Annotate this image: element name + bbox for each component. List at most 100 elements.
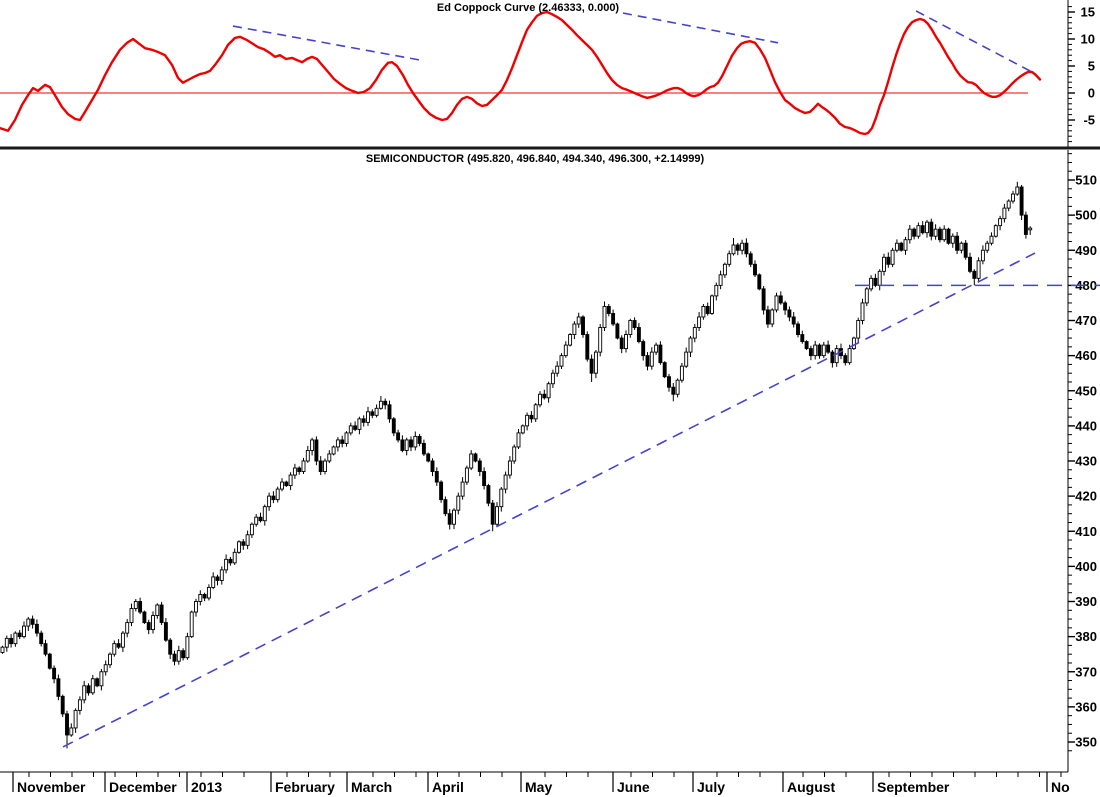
month-label: August — [787, 779, 836, 795]
candle-body — [262, 506, 267, 522]
candle-body — [718, 274, 723, 286]
month-label: July — [697, 779, 725, 795]
candle-body — [877, 270, 882, 286]
month-label: No — [1051, 779, 1070, 795]
price-y-tick-label: 360 — [1075, 699, 1097, 714]
candle-body — [280, 481, 284, 490]
candle-body — [469, 453, 474, 469]
candle-body — [499, 488, 504, 508]
price-y-tick-label: 510 — [1075, 173, 1097, 188]
candle-body — [671, 386, 676, 395]
candle-body — [26, 618, 31, 627]
candle-body — [181, 650, 186, 659]
candle-body — [757, 274, 762, 290]
candle-body — [168, 639, 173, 655]
candle-body — [215, 576, 220, 581]
candle-body — [39, 632, 44, 645]
candle-body — [821, 344, 826, 357]
candle-body — [237, 541, 241, 553]
candle-body — [778, 295, 783, 304]
candle-body — [856, 320, 861, 339]
candle-body — [851, 337, 856, 350]
candle-body — [391, 418, 396, 434]
candle-body — [894, 242, 899, 251]
indicator-trendline[interactable] — [622, 12, 779, 44]
price-y-tick-label: 460 — [1075, 348, 1097, 363]
candle-body — [464, 467, 469, 483]
candle-body — [869, 277, 874, 290]
candle-body — [254, 516, 259, 525]
candle-body — [950, 235, 955, 244]
candle-body — [245, 534, 250, 546]
price-uptrend-line[interactable] — [62, 252, 1036, 748]
candle-body — [430, 460, 435, 472]
candle-body — [241, 541, 246, 546]
price-y-tick-label: 430 — [1075, 454, 1097, 469]
candle-body — [314, 439, 319, 462]
candle-body — [194, 601, 198, 613]
candle-body — [327, 453, 332, 462]
candle-body — [998, 218, 1003, 227]
candle-body — [800, 334, 805, 343]
panel-separator[interactable] — [0, 146, 1100, 150]
candle-body — [443, 499, 448, 515]
candle-body — [357, 418, 362, 430]
candle-body — [202, 594, 207, 599]
candle-body — [830, 351, 835, 364]
candle-body — [271, 495, 276, 501]
candle-body — [232, 551, 237, 564]
candle-body — [206, 587, 211, 599]
candle-body — [159, 604, 164, 624]
candle-body — [847, 348, 852, 364]
candle-body — [228, 558, 233, 564]
indicator-y-tick-label: 10 — [1081, 32, 1095, 47]
candle-body — [503, 474, 508, 490]
candle-body — [361, 418, 366, 423]
candle-body — [65, 713, 69, 736]
candle-body — [929, 221, 934, 237]
candle-body — [249, 523, 254, 536]
candle-body — [82, 685, 87, 701]
price-y-tick-label: 350 — [1075, 735, 1097, 750]
indicator-trendline[interactable] — [915, 10, 1037, 75]
candle-body — [903, 239, 908, 251]
candle-body — [774, 295, 779, 311]
candle-body — [864, 288, 869, 304]
candle-body — [710, 295, 714, 314]
candle-body — [409, 439, 413, 448]
candle-body — [288, 474, 293, 487]
price-y-tick-label: 450 — [1075, 383, 1097, 398]
candle-body — [301, 460, 306, 472]
candle-body — [740, 242, 745, 251]
candle-body — [826, 344, 831, 353]
candle-body — [73, 709, 78, 729]
candle-body — [765, 309, 770, 325]
candle-body — [387, 404, 392, 420]
candle-body — [507, 460, 512, 476]
price-y-tick-label: 410 — [1075, 524, 1097, 539]
candle-body — [675, 379, 680, 395]
candle-body — [925, 221, 929, 234]
candle-body — [658, 344, 663, 364]
candle-body — [30, 618, 35, 625]
candle-body — [714, 284, 719, 297]
candle-body — [163, 622, 168, 641]
candle-body — [43, 643, 48, 655]
candle-body — [52, 667, 57, 680]
candle-body — [542, 393, 547, 399]
candle-body — [731, 244, 736, 255]
candle-body — [761, 288, 766, 311]
candle-body — [636, 327, 641, 343]
candle-body — [323, 460, 327, 472]
candle-body — [697, 316, 702, 328]
candle-body — [103, 664, 108, 673]
candle-body — [413, 435, 418, 448]
price-y-tick-label: 390 — [1075, 594, 1097, 609]
candle-body — [890, 249, 895, 265]
candle-body — [292, 467, 297, 476]
candle-body — [705, 306, 710, 314]
candle-body — [155, 604, 160, 617]
candle-body — [224, 558, 229, 571]
indicator-trendline[interactable] — [232, 25, 421, 61]
